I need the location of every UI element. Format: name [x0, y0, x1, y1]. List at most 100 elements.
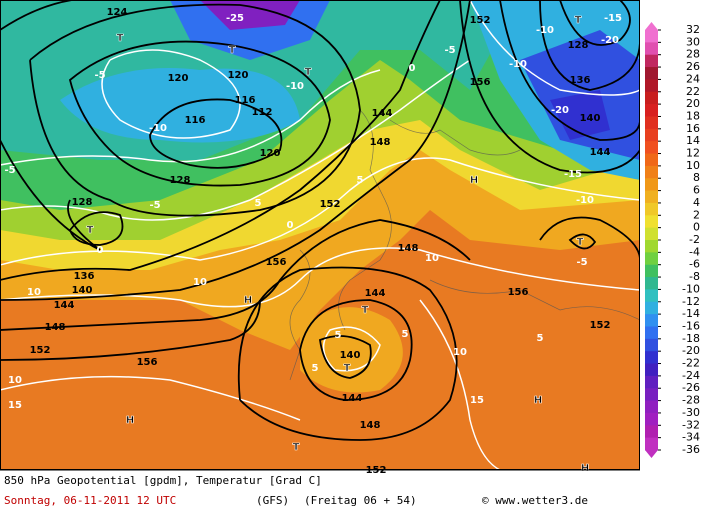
colorbar-label: -4	[689, 245, 700, 258]
colorbar-label: -10	[682, 282, 700, 295]
temp-field	[60, 68, 300, 143]
colorbar-band	[645, 141, 658, 155]
contour-label: 128	[170, 175, 191, 186]
contour-label: 140	[340, 350, 361, 361]
contour-label: 148	[360, 420, 381, 431]
contour-label: 148	[370, 137, 391, 148]
colorbar-label: -20	[682, 344, 700, 357]
isotherm-label: -20	[601, 35, 619, 46]
colorbar-label: 10	[686, 159, 700, 172]
contour-label: 128	[568, 40, 589, 51]
coastlines	[289, 109, 639, 381]
contour-label: 152	[590, 320, 611, 331]
colorbar-band	[645, 375, 658, 389]
contour-label: 152	[470, 15, 491, 26]
colorbar-band	[645, 104, 658, 117]
pressure-center: T	[577, 237, 584, 248]
colorbar-band	[645, 240, 658, 253]
contour-label: 144	[342, 393, 363, 404]
colorbar-label: -30	[682, 406, 700, 419]
isotherm-label: 5	[255, 198, 262, 209]
colorbar-band	[645, 165, 658, 179]
isotherm-label: -5	[149, 200, 160, 211]
colorbar-band	[645, 215, 658, 229]
pressure-center: H	[581, 463, 589, 474]
colorbar-band	[645, 412, 658, 426]
colorbar-band	[645, 289, 658, 303]
colorbar-label: 2	[693, 208, 700, 221]
colorbar-label: 32	[686, 23, 700, 36]
colorbar-label: 8	[693, 171, 700, 184]
colorbar-band	[645, 400, 658, 414]
colorbar-label: 16	[686, 122, 700, 135]
isotherm-label: 5	[357, 175, 364, 186]
isotherm-label: 5	[402, 329, 409, 340]
colorbar-label: 22	[686, 85, 700, 98]
isotherm-label: -15	[564, 169, 582, 180]
colorbar-label: -14	[682, 307, 700, 320]
pressure-center: T	[87, 225, 94, 236]
isotherm-label: -10	[509, 59, 527, 70]
forecast: (Freitag 06 + 54)	[304, 494, 417, 507]
isotherm-label: -5	[4, 165, 15, 176]
isotherm-label: 0	[409, 63, 416, 74]
colorbar-band	[645, 388, 658, 402]
colorbar-band	[645, 42, 658, 56]
isotherm-label: -25	[226, 13, 244, 24]
colorbar-label: 18	[686, 109, 700, 122]
colorbar-band	[645, 67, 658, 80]
pressure-center: H	[244, 295, 252, 306]
colorbar-band	[645, 227, 658, 241]
contour-label: 156	[470, 77, 491, 88]
isotherm-label: 10	[27, 287, 41, 298]
pressure-center: T	[344, 363, 351, 374]
colorbar-label: -34	[682, 431, 700, 444]
colorbar-label: -24	[682, 369, 700, 382]
contour-label: 144	[372, 108, 393, 119]
colorbar-label: -32	[682, 418, 700, 431]
colorbar-band	[645, 363, 658, 377]
colorbar-label: -8	[689, 270, 700, 283]
colorbar-label: 4	[693, 196, 700, 209]
colorbar-band	[645, 301, 658, 315]
isotherm-label: -5	[576, 257, 587, 268]
temp-field	[550, 90, 610, 140]
map-labels: T T T T T T T T T H H H H H 144 144 144 144 144 152 152 152 15…	[4, 7, 622, 476]
colorbar-band	[645, 178, 658, 192]
colorbar-band	[645, 326, 658, 340]
contour-label: 120	[260, 148, 281, 159]
isotherm-label: 15	[470, 395, 484, 406]
isotherm-label: 5	[335, 330, 342, 341]
colorbar-label: -12	[682, 295, 700, 308]
contour-label: 148	[398, 243, 419, 254]
colorbar: 32302826242220181614121086420-2-4-6-8-10…	[645, 22, 700, 458]
isotherm-label: 5	[312, 363, 319, 374]
contour-label: 120	[228, 70, 249, 81]
map-description: 850 hPa Geopotential [gpdm], Temperatur …	[4, 474, 322, 487]
isotherm-label: 10	[425, 253, 439, 264]
isotherm-label: -10	[149, 123, 167, 134]
colorbar-band	[645, 351, 658, 365]
isotherm-label: -20	[551, 105, 569, 116]
isotherm-label: 10	[453, 347, 467, 358]
pressure-center: T	[575, 15, 582, 26]
contour-label: 140	[72, 285, 93, 296]
colorbar-label: 12	[686, 147, 700, 160]
copyright: © www.wetter3.de	[482, 494, 588, 507]
isotherm-label: 10	[8, 375, 22, 386]
contour-label: 116	[185, 115, 206, 126]
pressure-center: T	[362, 305, 369, 316]
contour-label: 152	[320, 199, 341, 210]
colorbar-band	[645, 128, 658, 142]
colorbar-label: -28	[682, 394, 700, 407]
contour-label: 140	[580, 113, 601, 124]
colorbar-label: -6	[689, 258, 700, 271]
pressure-center: T	[117, 33, 124, 44]
geopotential-contours	[1, 1, 639, 441]
isotherm-label: -10	[286, 81, 304, 92]
colorbar-label: -26	[682, 381, 700, 394]
colorbar-band	[645, 277, 658, 290]
contour-label: 148	[45, 322, 66, 333]
isotherms	[1, 1, 639, 469]
